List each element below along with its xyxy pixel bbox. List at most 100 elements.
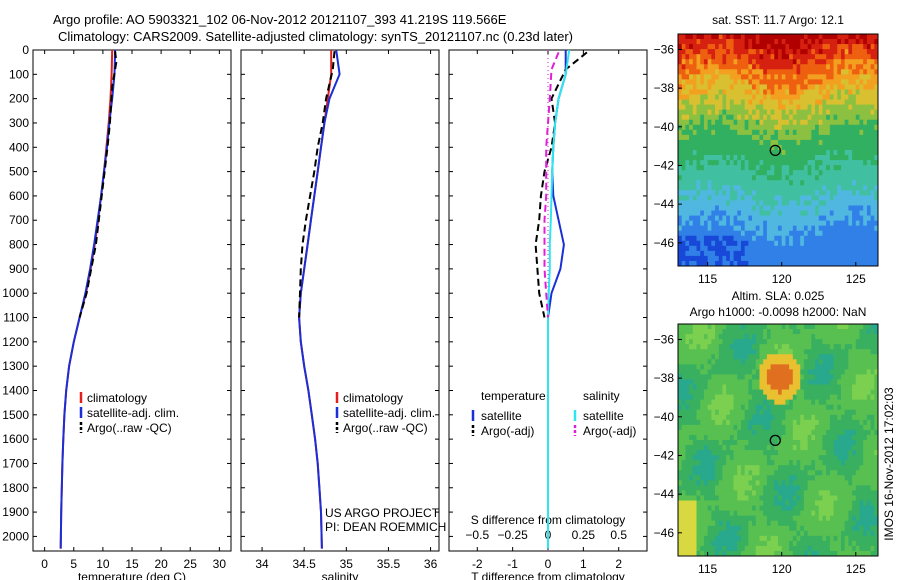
sla-map-cell [774,399,779,406]
sst-map-cell [729,134,734,141]
sst-map-cell [766,39,771,45]
sla-map-cell [800,359,805,365]
sla-map-cell [748,434,753,441]
sla-map-cell [800,324,805,330]
sst-map-cell [789,240,794,247]
sst-map-cell [840,124,846,131]
sla-map-cell [785,374,790,380]
sst-map-cell [870,74,875,80]
sla-map-cell [796,389,801,396]
sst-map-cell [870,119,875,126]
sst-map-cell [866,245,871,252]
sla-map-cell [696,389,701,396]
sla-map-cell [789,460,794,466]
sla-map-cell [829,399,834,406]
sst-map-cell [759,190,764,196]
sst-map-cell [715,205,720,211]
sst-map-cell [748,205,753,211]
sla-map-cell [792,349,797,355]
sla-map-cell [759,525,764,532]
sla-map-cell [692,530,697,537]
sla-map-cell [833,374,838,380]
sst-map-cell [692,44,697,50]
sla-map-cell [807,384,812,390]
sla-map-cell [718,530,723,537]
sst-map-cell [700,170,705,176]
sla-map-cell [692,429,697,436]
sla-map-cell [833,490,838,496]
sst-map-cell [833,64,838,70]
sla-map-cell [833,419,838,426]
sla-map-cell [870,409,875,416]
sst-map-cell [759,129,764,136]
sst-map-cell [800,185,805,191]
sst-map-cell [700,124,705,131]
sla-map-cell [863,520,868,527]
sla-map-cell [748,465,753,471]
sla-map-cell [826,409,831,416]
sla-map-cell [874,520,879,527]
sst-map-cell [807,34,812,40]
sst-map-cell [696,260,701,267]
sst-map-cell [815,94,820,100]
sst-map-cell [770,129,775,136]
sla-map-cell [870,470,875,476]
sla-map-cell [792,475,797,481]
sst-map-cell [789,44,794,50]
sst-map-cell [859,54,864,60]
sst-map-cell [737,165,742,171]
sst-map-cell [748,180,753,186]
sst-map-cell [781,215,786,222]
sla-map-cell [803,404,809,411]
sla-map-cell [874,429,879,436]
sst-map-cell [744,64,749,70]
sst-map-cell [874,245,879,252]
sst-map-cell [696,64,701,70]
sst-map-cell [848,99,853,106]
sst-map-cell [811,155,816,161]
sla-map-cell [737,359,742,365]
sla-map-cell [722,344,727,350]
sla-map-cell [866,465,871,471]
sst-map-cell [748,155,753,161]
sla-map-cell [726,475,731,481]
sst-map-cell [689,230,694,237]
sst-map-cell [870,215,875,222]
sst-map-cell [711,104,716,111]
sst-map-cell [785,119,790,126]
sst-map-cell [707,139,712,146]
sla-map-cell [870,394,875,401]
sst-map-cell [792,134,797,141]
sst-map-cell [874,54,879,60]
sst-map-cell [781,44,786,50]
sst-map-cell [681,190,686,196]
sst-map-cell [707,84,712,90]
sst-map-cell [822,155,827,161]
sla-map-cell [837,419,842,426]
sst-map-cell [770,139,775,146]
sst-map-cell [774,49,779,55]
sst-map-cell [692,165,697,171]
sst-map-cell [737,230,742,237]
sla-map-cell [826,364,831,370]
sla-map-cell [803,490,809,496]
sla-map-cell [822,450,827,456]
sla-map-cell [833,475,838,481]
sst-map-cell [681,139,686,146]
sst-map-cell [866,180,871,186]
sst-map-cell [818,160,823,166]
sla-map-cell [840,480,846,486]
sla-map-cell [848,445,853,451]
sla-map-cell [859,510,864,517]
sla-map-cell [855,364,860,370]
sla-map-cell [729,344,734,350]
sst-map-cell [740,240,746,247]
sla-map-cell [692,344,697,350]
sla-map-cell [770,434,775,441]
sst-map-cell [855,49,860,55]
sst-map-cell [837,34,842,40]
sst-map-cell [774,144,779,151]
sst-map-cell [837,200,842,206]
sla-map-cell [722,369,727,375]
sst-map-cell [722,205,727,211]
